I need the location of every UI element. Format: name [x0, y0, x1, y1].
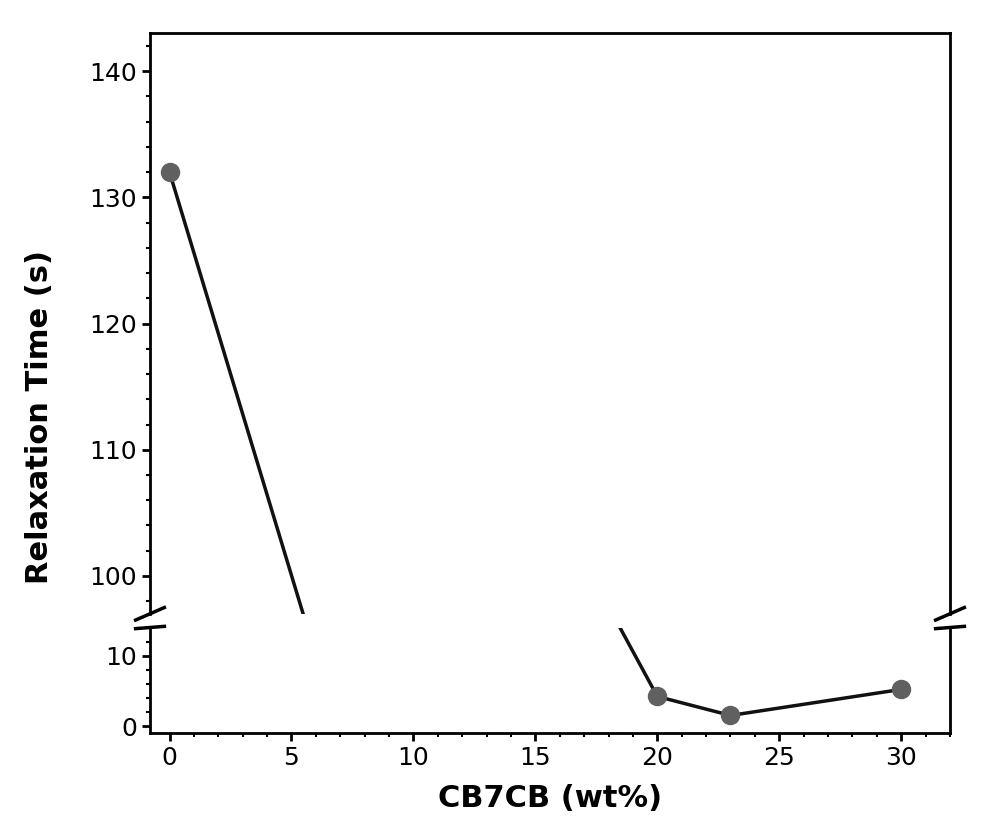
X-axis label: CB7CB (wt%): CB7CB (wt%) [438, 784, 662, 813]
Text: Relaxation Time (s): Relaxation Time (s) [25, 250, 55, 583]
